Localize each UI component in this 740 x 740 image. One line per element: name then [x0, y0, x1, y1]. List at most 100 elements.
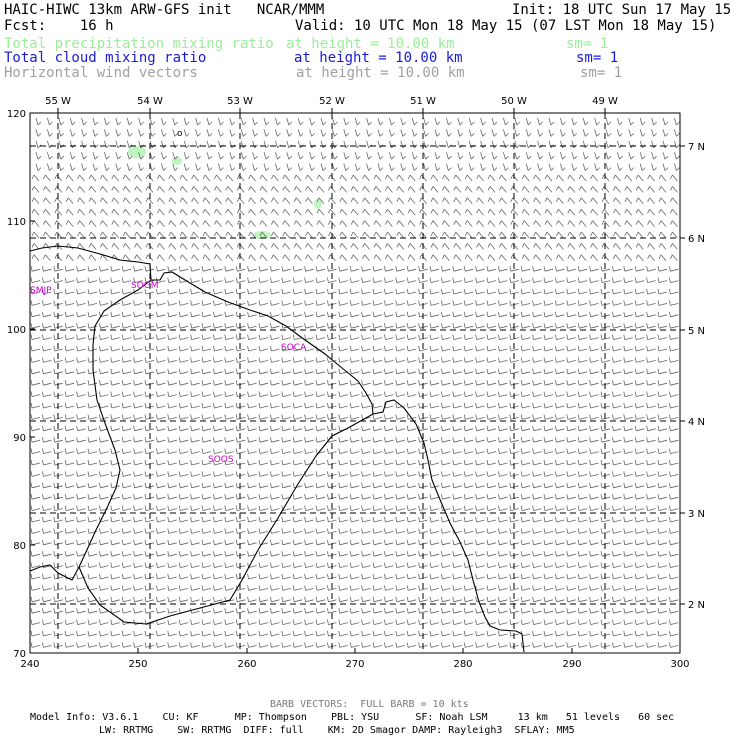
wind-barb: [385, 174, 393, 182]
wind-barb: [156, 482, 166, 489]
wind-barb: [144, 516, 155, 523]
wind-barb: [167, 505, 177, 511]
wind-barb: [612, 642, 622, 648]
wind-barb: [315, 505, 326, 511]
wind-barb: [271, 208, 279, 216]
wind-barb: [520, 288, 531, 295]
wind-barb: [316, 220, 325, 227]
wind-barb: [167, 300, 177, 306]
wind-barb: [658, 243, 667, 250]
wind-barb: [133, 402, 143, 409]
wind-barb: [509, 323, 519, 329]
wind-barb: [406, 334, 417, 340]
wind-barb: [486, 414, 497, 420]
wind-barb: [258, 459, 269, 466]
wind-barb: [332, 140, 338, 149]
wind-barb: [213, 311, 223, 318]
wind-barb: [156, 573, 166, 580]
wind-barb: [418, 323, 428, 329]
wind-barb: [328, 174, 336, 182]
wind-barb: [452, 516, 462, 523]
wind-barb: [31, 208, 40, 216]
wind-barb: [327, 608, 337, 614]
wind-barb: [389, 152, 395, 160]
wind-barb: [594, 117, 600, 126]
wind-barb: [503, 129, 509, 137]
wind-barb: [252, 152, 258, 160]
wind-barb: [491, 140, 498, 149]
wind-barb: [429, 357, 440, 363]
wind-barb: [236, 231, 245, 239]
wind-barb: [577, 505, 588, 511]
wind-barb: [315, 494, 326, 500]
wind-barb: [235, 357, 246, 363]
wind-barb: [600, 551, 611, 557]
wind-barb: [372, 437, 383, 443]
wind-barb: [247, 608, 257, 614]
wind-barb: [384, 619, 394, 625]
wind-barb: [47, 140, 53, 149]
wind-barb: [419, 186, 427, 193]
wind-barb: [281, 300, 291, 306]
wind-barb: [543, 459, 554, 466]
wind-barb: [600, 642, 611, 648]
wind-barb: [429, 380, 440, 386]
wind-barb: [613, 186, 621, 193]
wind-barb: [669, 380, 679, 386]
wind-barb: [281, 459, 291, 466]
wind-barb: [366, 152, 372, 160]
wind-barb: [258, 345, 269, 352]
wind-barb: [670, 174, 678, 182]
wind-barb: [258, 585, 269, 591]
wind-barb: [58, 129, 65, 137]
wind-barb: [543, 630, 554, 637]
wind-barb: [350, 254, 359, 262]
wind-barb: [634, 642, 645, 648]
wind-barb: [144, 425, 155, 432]
wind-barb: [634, 585, 645, 591]
wind-barb: [349, 414, 360, 420]
wind-barb: [486, 448, 497, 454]
wind-barb: [634, 425, 645, 432]
lon-label: 55 W: [45, 96, 71, 107]
wind-barb: [339, 174, 348, 182]
wind-barb: [589, 448, 599, 454]
wind-barb: [634, 402, 645, 409]
wind-barb: [395, 368, 405, 375]
wind-barb: [121, 494, 132, 500]
wind-barb: [475, 266, 485, 272]
wind-barb: [555, 288, 565, 295]
wind-barb: [149, 117, 156, 126]
wind-barb: [372, 528, 383, 534]
wind-barb: [566, 482, 576, 489]
wind-barb: [509, 391, 519, 397]
wind-barb: [157, 243, 165, 250]
wind-barb: [634, 619, 645, 625]
wind-barb: [566, 402, 576, 409]
wind-barb: [225, 243, 234, 250]
wind-barb: [577, 323, 588, 329]
wind-barb: [486, 437, 497, 443]
wind-barb: [339, 243, 348, 250]
wind-barb: [30, 573, 41, 580]
wind-barb: [429, 448, 440, 454]
lat-label: 4 N: [688, 417, 705, 428]
wind-barb: [235, 414, 246, 420]
wind-barb: [400, 152, 407, 160]
wind-barb: [30, 277, 41, 283]
wind-barb: [247, 288, 257, 295]
wind-barb: [286, 129, 293, 137]
wind-barb: [224, 471, 234, 477]
wind-barb: [589, 619, 599, 625]
wind-barb: [76, 516, 86, 523]
wind-barb: [214, 174, 222, 182]
wind-barb: [99, 562, 109, 568]
wind-barb: [258, 266, 269, 272]
wind-barb: [509, 573, 519, 580]
wind-barb: [76, 448, 86, 454]
wind-barb: [138, 152, 144, 160]
wind-barb: [657, 345, 668, 352]
wind-barb: [258, 516, 269, 523]
wind-barb: [657, 402, 668, 409]
wind-barb: [475, 630, 485, 637]
